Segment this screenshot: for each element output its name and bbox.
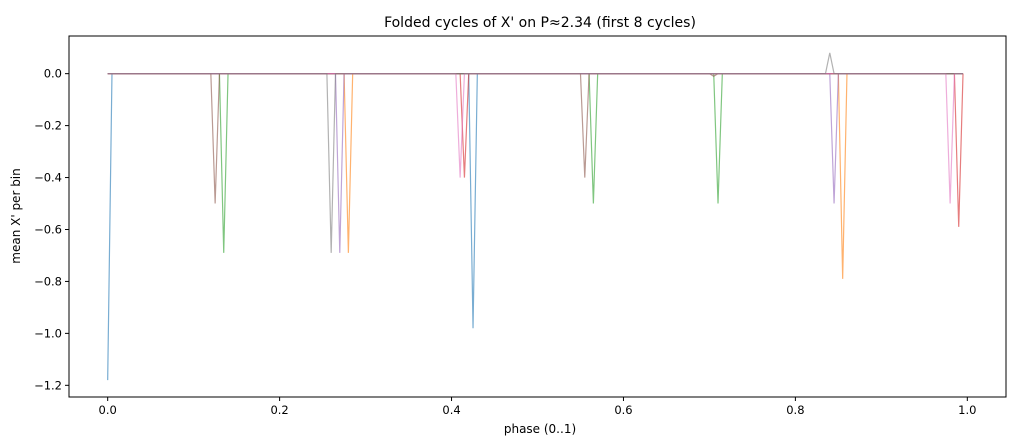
y-tick-label: −1.0 [34, 326, 62, 340]
series-line-3 [107, 73, 964, 253]
x-tick-label: 0.0 [99, 403, 117, 417]
y-tick-label: −1.2 [34, 378, 62, 392]
y-tick-label: −0.2 [34, 119, 62, 133]
series-line-4 [107, 73, 964, 227]
y-tick-label: −0.6 [34, 222, 62, 236]
chart-title: Folded cycles of X' on P≈2.34 (first 8 c… [384, 15, 696, 31]
x-tick-label: 0.2 [270, 403, 288, 417]
series-line-8 [107, 52, 964, 253]
x-tick-label: 0.6 [614, 403, 632, 417]
plot-frame [68, 35, 1007, 398]
plot-lines [107, 52, 964, 381]
series-line-1 [107, 73, 964, 381]
y-tick-label: −0.8 [34, 274, 62, 288]
x-axis-label: phase (0..1) [504, 422, 576, 436]
y-axis-label: mean X' per bin [9, 168, 23, 263]
x-axis-ticks: 0.0 0.2 0.4 0.6 0.8 1.0 [99, 397, 976, 417]
x-tick-label: 0.4 [442, 403, 460, 417]
x-tick-label: 1.0 [958, 403, 976, 417]
y-axis-ticks: 0.0 −0.2 −0.4 −0.6 −0.8 −1.0 −1.2 [34, 67, 69, 392]
x-tick-label: 0.8 [786, 403, 804, 417]
y-tick-label: 0.0 [44, 67, 62, 81]
y-tick-label: −0.4 [34, 171, 62, 185]
series-line-6 [107, 73, 964, 204]
series-line-5 [107, 73, 964, 253]
